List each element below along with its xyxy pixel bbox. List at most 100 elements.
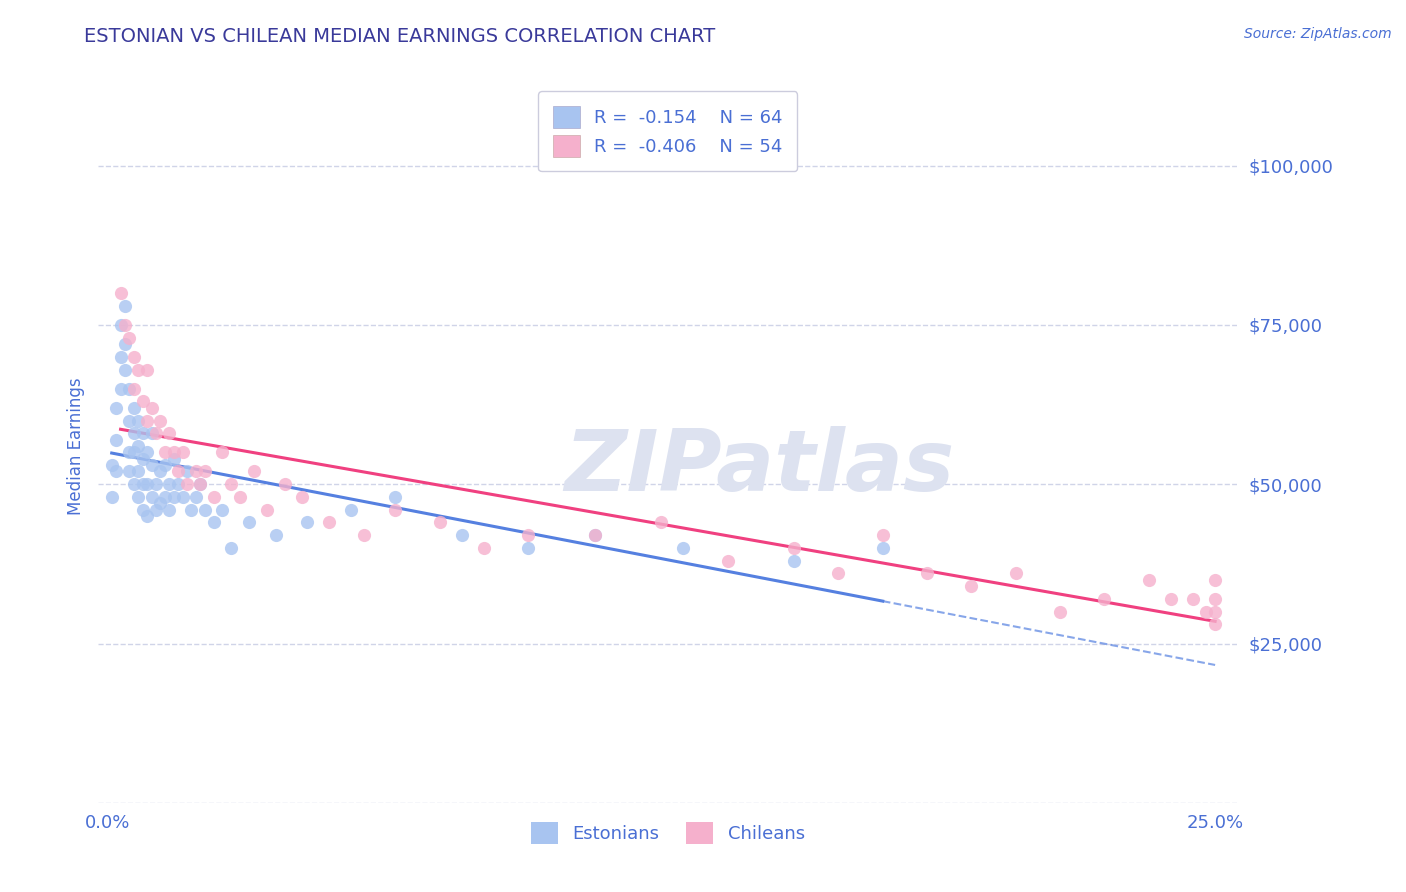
Point xyxy=(149,465,172,479)
Point xyxy=(127,490,149,504)
Point xyxy=(384,502,406,516)
Text: ESTONIAN VS CHILEAN MEDIAN EARNINGS CORRELATION CHART: ESTONIAN VS CHILEAN MEDIAN EARNINGS CORR… xyxy=(84,27,716,45)
Point xyxy=(153,458,176,472)
Point xyxy=(583,528,606,542)
Point xyxy=(872,528,894,542)
Point xyxy=(221,541,243,555)
Point xyxy=(122,477,145,491)
Point xyxy=(157,477,180,491)
Point xyxy=(960,579,983,593)
Point xyxy=(114,299,136,313)
Point xyxy=(132,451,155,466)
Point xyxy=(472,541,495,555)
Point xyxy=(184,465,207,479)
Text: ZIPatlas: ZIPatlas xyxy=(564,425,955,509)
Point xyxy=(118,445,141,459)
Point xyxy=(650,516,672,530)
Point xyxy=(264,528,287,542)
Point xyxy=(167,477,190,491)
Point xyxy=(176,477,198,491)
Point xyxy=(384,490,406,504)
Point xyxy=(827,566,849,581)
Point xyxy=(915,566,938,581)
Point xyxy=(110,350,132,364)
Point xyxy=(110,382,132,396)
Point xyxy=(132,426,155,441)
Point xyxy=(145,477,167,491)
Point xyxy=(172,445,194,459)
Point xyxy=(517,541,540,555)
Point xyxy=(256,502,278,516)
Point xyxy=(163,490,186,504)
Point xyxy=(145,426,167,441)
Point xyxy=(136,413,159,427)
Point xyxy=(127,362,149,376)
Point xyxy=(132,502,155,516)
Point xyxy=(1181,591,1204,606)
Point xyxy=(136,509,159,524)
Point xyxy=(114,337,136,351)
Point xyxy=(153,490,176,504)
Point xyxy=(202,516,225,530)
Point xyxy=(295,516,318,530)
Point xyxy=(783,554,806,568)
Point xyxy=(450,528,472,542)
Point xyxy=(110,318,132,332)
Point xyxy=(1204,591,1226,606)
Point xyxy=(517,528,540,542)
Point xyxy=(127,413,149,427)
Legend: Estonians, Chileans: Estonians, Chileans xyxy=(523,814,813,851)
Point xyxy=(184,490,207,504)
Point xyxy=(176,465,198,479)
Point xyxy=(238,516,260,530)
Point xyxy=(1204,605,1226,619)
Point xyxy=(100,458,122,472)
Point xyxy=(211,502,233,516)
Point xyxy=(136,362,159,376)
Point xyxy=(141,426,163,441)
Point xyxy=(105,433,128,447)
Point xyxy=(872,541,894,555)
Point xyxy=(188,477,211,491)
Point xyxy=(132,477,155,491)
Point xyxy=(291,490,314,504)
Point xyxy=(118,413,141,427)
Point xyxy=(1195,605,1218,619)
Point xyxy=(145,502,167,516)
Point xyxy=(153,445,176,459)
Point xyxy=(340,502,363,516)
Point xyxy=(672,541,695,555)
Point xyxy=(163,445,186,459)
Point xyxy=(118,331,141,345)
Point xyxy=(149,413,172,427)
Point xyxy=(122,382,145,396)
Point xyxy=(273,477,295,491)
Point xyxy=(1049,605,1071,619)
Point xyxy=(229,490,252,504)
Point xyxy=(122,401,145,415)
Point xyxy=(211,445,233,459)
Point xyxy=(194,502,217,516)
Point xyxy=(188,477,211,491)
Point xyxy=(118,465,141,479)
Point xyxy=(118,382,141,396)
Point xyxy=(202,490,225,504)
Point xyxy=(127,439,149,453)
Point xyxy=(100,490,122,504)
Point xyxy=(110,286,132,301)
Point xyxy=(157,502,180,516)
Point xyxy=(1137,573,1160,587)
Point xyxy=(172,490,194,504)
Point xyxy=(221,477,243,491)
Point xyxy=(136,477,159,491)
Point xyxy=(122,350,145,364)
Y-axis label: Median Earnings: Median Earnings xyxy=(66,377,84,515)
Point xyxy=(167,465,190,479)
Point xyxy=(136,445,159,459)
Point xyxy=(149,496,172,510)
Point xyxy=(194,465,217,479)
Point xyxy=(583,528,606,542)
Point xyxy=(429,516,451,530)
Point xyxy=(717,554,740,568)
Point xyxy=(141,458,163,472)
